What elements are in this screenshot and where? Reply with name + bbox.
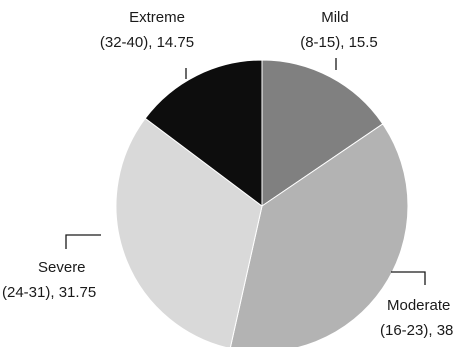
leader-line-severe — [65, 234, 101, 249]
label-mild-range: (8-15), 15.5 — [300, 34, 378, 51]
label-moderate-range: (16-23), 38 — [380, 322, 453, 339]
pie-slices — [115, 59, 409, 347]
label-mild-name: Mild — [321, 9, 349, 26]
label-moderate-name: Moderate — [387, 297, 450, 314]
label-extreme-name: Extreme — [129, 9, 185, 26]
label-severe-range: (24-31), 31.75 — [2, 284, 96, 301]
pie-slice-moderate — [229, 123, 409, 347]
leader-line-moderate — [391, 271, 426, 285]
pie-slice-severe — [115, 117, 263, 347]
label-extreme-range: (32-40), 14.75 — [100, 34, 194, 51]
pie-slice-mild — [261, 59, 384, 207]
label-severe-name: Severe — [38, 259, 86, 276]
pie-slice-extreme — [144, 59, 263, 208]
